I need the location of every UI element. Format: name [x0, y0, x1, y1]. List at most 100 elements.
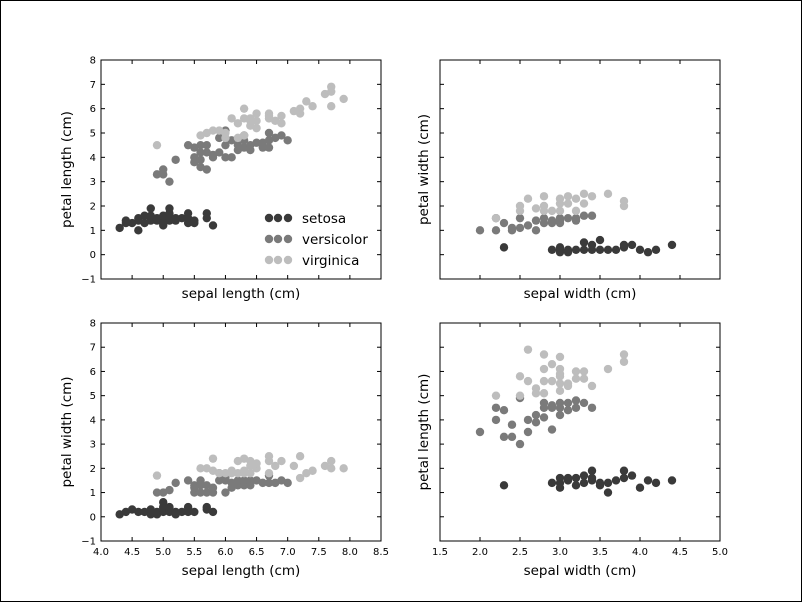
data-point-setosa: [579, 478, 589, 488]
data-point-versicolor: [252, 138, 261, 147]
data-point-virginica: [277, 456, 286, 466]
subplot-bottom-left: −1 0 1 2 3 4 5 6 7 8 4.0 4.5 5.0 5.5 6.0 6.5 7.0 7.5 8.0 8.…: [59, 319, 389, 580]
data-point-setosa: [587, 466, 597, 475]
data-point-virginica: [327, 464, 336, 473]
data-point-virginica: [587, 192, 597, 201]
legend-label-setosa: setosa: [302, 211, 346, 227]
data-point-virginica: [603, 364, 613, 374]
data-point-versicolor: [196, 155, 205, 164]
y-tick-label: 2: [90, 202, 96, 213]
x-axis-label: sepal length (cm): [182, 563, 301, 579]
data-point-virginica: [571, 206, 581, 216]
data-point-versicolor: [555, 218, 565, 228]
data-point-setosa: [667, 240, 677, 250]
data-point-versicolor: [587, 403, 597, 412]
data-point-versicolor: [547, 216, 557, 225]
data-point-virginica: [295, 473, 305, 483]
data-point-virginica: [327, 456, 336, 466]
data-point-setosa: [651, 478, 661, 488]
data-point-versicolor: [523, 221, 533, 230]
data-point-setosa: [159, 498, 168, 507]
data-point-virginica: [563, 379, 573, 388]
data-point-setosa: [619, 240, 629, 250]
data-point-versicolor: [523, 427, 533, 437]
data-point-versicolor: [515, 223, 525, 233]
data-point-setosa: [165, 502, 174, 512]
y-tick-label: 0: [90, 250, 96, 261]
y-tick-label: 1: [90, 488, 96, 499]
series-versicolor: [475, 393, 597, 449]
data-point-setosa: [563, 248, 573, 257]
legend-marker-versicolor: [264, 234, 274, 244]
data-point-versicolor: [239, 476, 249, 485]
subplot-top-left: −1 0 1 2 3 4 5 6 7 8 sepal length (cm) petal length…: [59, 56, 382, 302]
y-tick-label: −1: [81, 537, 96, 548]
series-virginica: [152, 452, 348, 483]
data-point-versicolor: [190, 481, 199, 490]
data-point-virginica: [523, 376, 533, 386]
data-point-versicolor: [491, 403, 501, 412]
data-point-versicolor: [547, 403, 557, 412]
data-point-versicolor: [246, 145, 255, 155]
data-point-versicolor: [571, 396, 581, 405]
data-point-versicolor: [579, 398, 589, 408]
data-point-virginica: [227, 114, 236, 123]
data-point-setosa: [595, 478, 605, 488]
data-point-versicolor: [258, 478, 267, 488]
data-point-versicolor: [563, 398, 573, 408]
data-point-setosa: [571, 473, 581, 483]
data-point-versicolor: [196, 148, 205, 157]
data-point-virginica: [252, 123, 261, 133]
series-versicolor: [152, 468, 292, 497]
data-point-setosa: [667, 476, 677, 485]
data-point-versicolor: [475, 226, 485, 235]
data-point-virginica: [531, 384, 541, 393]
subplot-bottom-right: 1.5 2.0 2.5 3.0 3.5 4.0 4.5 5.0 sepal width (cm)…: [416, 322, 728, 579]
y-tick-label: 0: [90, 512, 96, 523]
data-point-setosa: [579, 238, 589, 247]
data-point-virginica: [252, 109, 261, 118]
data-point-virginica: [547, 359, 557, 369]
data-point-versicolor: [555, 410, 565, 420]
series-virginica: [491, 189, 629, 223]
data-point-versicolor: [571, 213, 581, 223]
data-point-setosa: [651, 245, 661, 254]
data-point-setosa: [619, 473, 629, 483]
data-point-virginica: [579, 374, 589, 383]
y-tick-label: 3: [90, 177, 96, 188]
data-point-versicolor: [264, 478, 274, 488]
data-point-setosa: [579, 471, 589, 480]
y-tick-label: 5: [90, 391, 96, 402]
axes-frame: [100, 59, 382, 280]
data-point-versicolor: [221, 153, 230, 162]
data-point-versicolor: [523, 415, 533, 425]
data-point-setosa: [202, 209, 211, 218]
data-point-versicolor: [507, 432, 517, 442]
data-point-virginica: [619, 350, 629, 359]
data-point-virginica: [531, 204, 541, 213]
y-tick-label: −1: [81, 275, 96, 286]
x-tick-label: 3.5: [592, 547, 608, 558]
data-point-versicolor: [202, 140, 211, 150]
y-axis-label: petal length (cm): [416, 374, 432, 491]
data-point-versicolor: [499, 432, 509, 442]
data-point-versicolor: [183, 476, 193, 485]
y-tick-label: 8: [90, 319, 96, 330]
data-point-versicolor: [215, 148, 224, 157]
data-point-versicolor: [283, 136, 292, 145]
data-point-virginica: [539, 350, 549, 359]
data-point-virginica: [491, 391, 501, 400]
data-point-virginica: [264, 456, 274, 466]
subplot-top-right: sepal width (cm) petal width (cm): [416, 59, 721, 302]
data-point-versicolor: [555, 398, 565, 408]
data-point-virginica: [271, 461, 280, 471]
y-axis-label: petal length (cm): [59, 111, 75, 228]
data-point-versicolor: [283, 478, 292, 488]
series-virginica: [152, 82, 348, 150]
y-tick-label: 7: [90, 80, 96, 91]
data-point-setosa: [627, 240, 637, 250]
data-point-virginica: [555, 352, 565, 362]
data-point-setosa: [611, 476, 621, 485]
data-point-setosa: [563, 473, 573, 483]
